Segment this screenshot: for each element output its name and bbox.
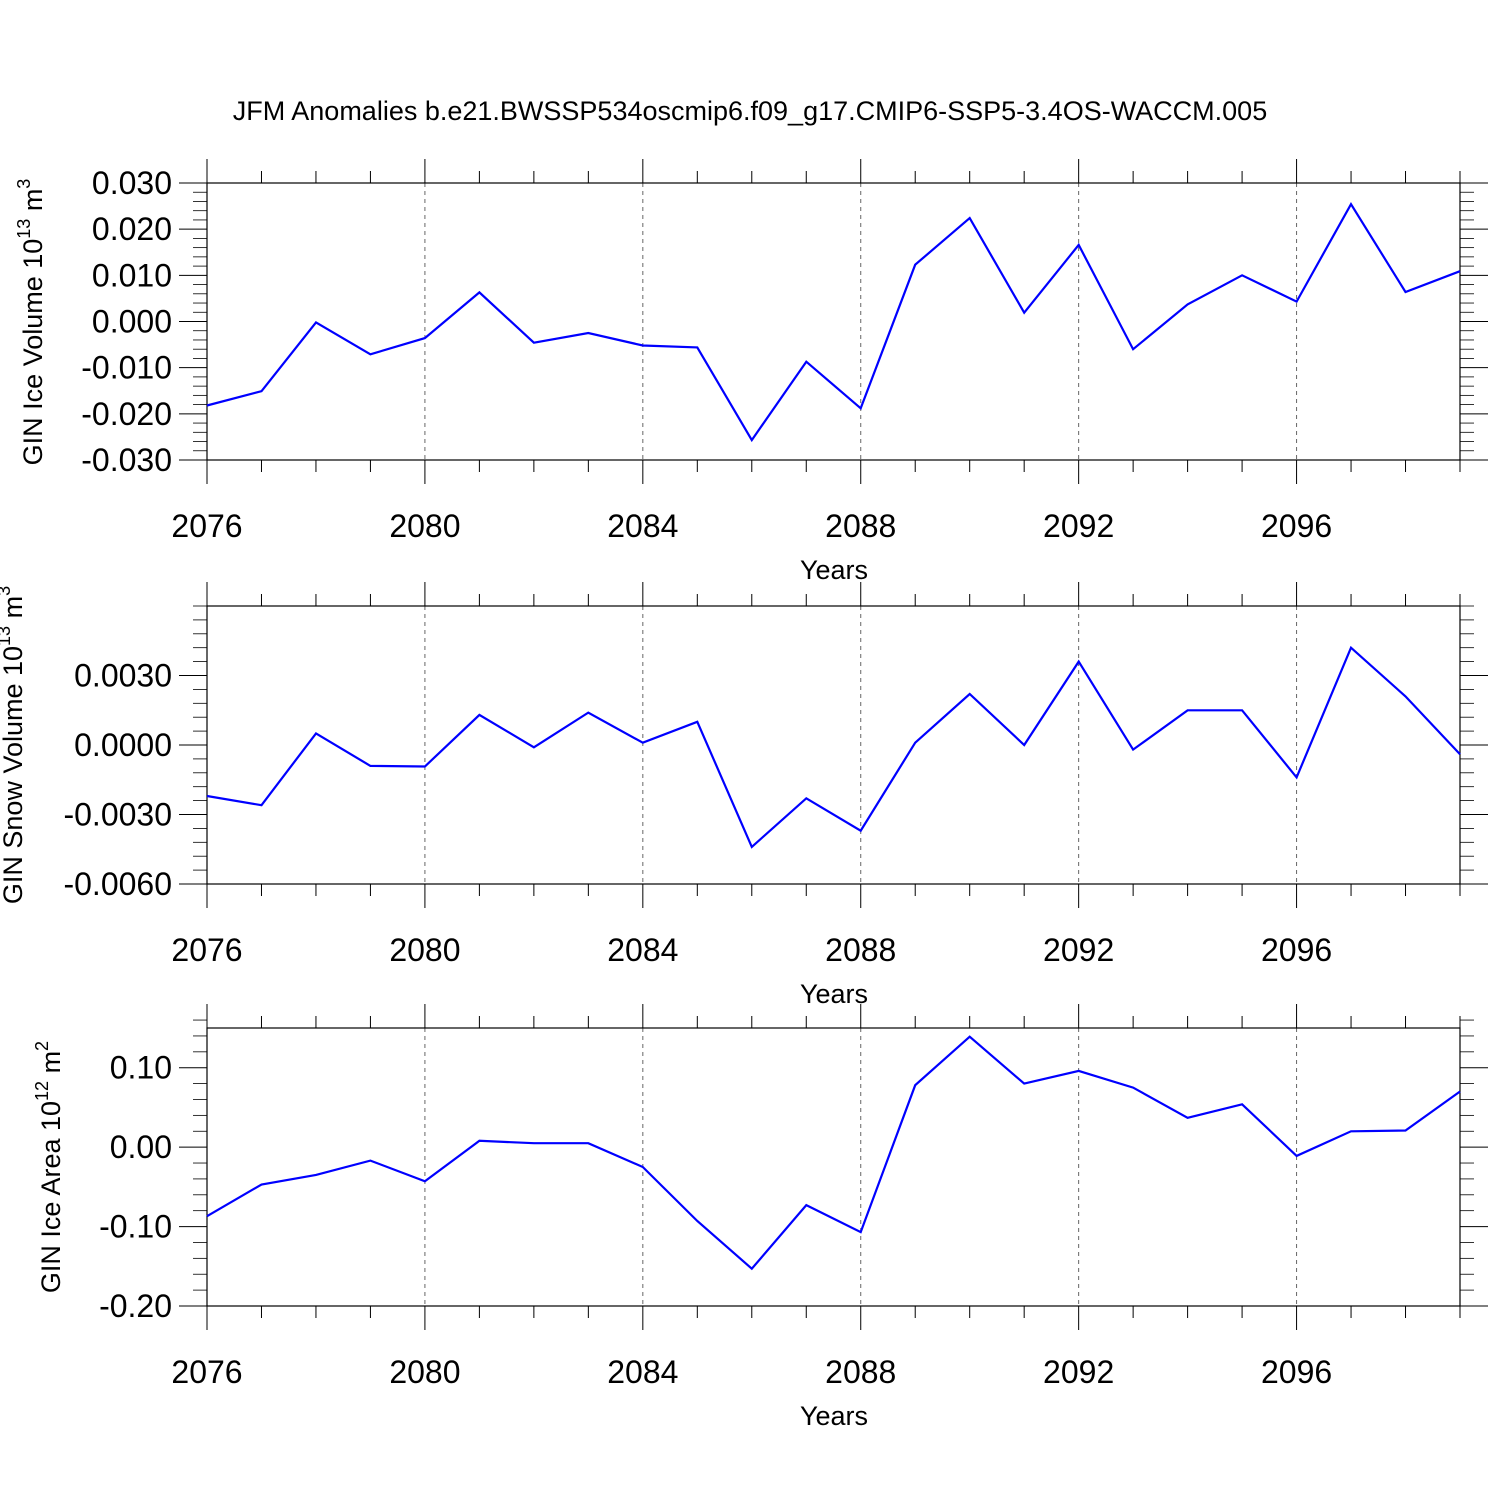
x-tick-label: 2076 — [171, 508, 242, 544]
y-tick-label: -0.020 — [81, 396, 172, 432]
x-tick-label: 2088 — [825, 508, 896, 544]
series-line — [206, 645, 1461, 849]
x-axis-label: Years — [800, 555, 868, 585]
y-tick-label: 0.030 — [92, 165, 172, 201]
figure-title: JFM Anomalies b.e21.BWSSP534oscmip6.f09_… — [233, 96, 1267, 126]
y-axis-label: GIN Ice Volume 1013 m3 — [14, 179, 48, 466]
x-tick-label: 2088 — [825, 1354, 896, 1390]
y-tick-label: -0.030 — [81, 442, 172, 478]
x-tick-label: 2092 — [1043, 1354, 1114, 1390]
plot-frame — [206, 605, 1461, 885]
y-tick-label: 0.0030 — [74, 658, 172, 694]
y-tick-label: 0.00 — [110, 1129, 172, 1165]
x-tick-label: 2084 — [607, 932, 678, 968]
x-tick-label: 2084 — [607, 508, 678, 544]
plot-frame — [206, 182, 1461, 461]
x-tick-label: 2096 — [1261, 508, 1332, 544]
x-tick-label: 2092 — [1043, 932, 1114, 968]
series-line — [206, 1035, 1461, 1271]
y-tick-label: 0.0000 — [74, 727, 172, 763]
y-tick-label: 0.020 — [92, 211, 172, 247]
series-line — [206, 202, 1461, 443]
x-tick-label: 2076 — [171, 1354, 242, 1390]
x-tick-label: 2096 — [1261, 1354, 1332, 1390]
y-tick-label: -0.0030 — [63, 797, 172, 833]
y-axis-label: GIN Ice Area 1012 m2 — [32, 1041, 66, 1293]
y-tick-label: -0.0060 — [63, 866, 172, 902]
y-tick-label: 0.000 — [92, 304, 172, 340]
y-tick-label: -0.10 — [99, 1209, 172, 1245]
x-tick-label: 2084 — [607, 1354, 678, 1390]
chart-panel-3: -0.20 -0.10 0.00 0.10 2076 2080 2084 2088 2092 20… — [32, 1004, 1488, 1431]
chart-panel-1: -0.030 -0.020 -0.010 0.000 0.010 0.020 0.030 20… — [14, 159, 1488, 585]
x-axis-label: Years — [800, 979, 868, 1009]
x-tick-label: 2092 — [1043, 508, 1114, 544]
y-tick-label: -0.20 — [99, 1288, 172, 1324]
y-tick-label: 0.10 — [110, 1050, 172, 1086]
x-tick-label: 2076 — [171, 932, 242, 968]
x-tick-label: 2096 — [1261, 932, 1332, 968]
y-axis-label: GIN Snow Volume 1013 m3 — [0, 586, 28, 904]
x-axis-label: Years — [800, 1401, 868, 1431]
y-tick-label: 0.010 — [92, 257, 172, 293]
y-tick-label: -0.010 — [81, 350, 172, 386]
x-tick-label: 2080 — [389, 932, 460, 968]
plot-frame — [206, 1027, 1461, 1307]
x-tick-label: 2080 — [389, 508, 460, 544]
chart-panel-2: -0.0060 -0.0030 0.0000 0.0030 2076 2080 2084 20… — [0, 582, 1488, 1009]
x-tick-label: 2080 — [389, 1354, 460, 1390]
x-tick-label: 2088 — [825, 932, 896, 968]
